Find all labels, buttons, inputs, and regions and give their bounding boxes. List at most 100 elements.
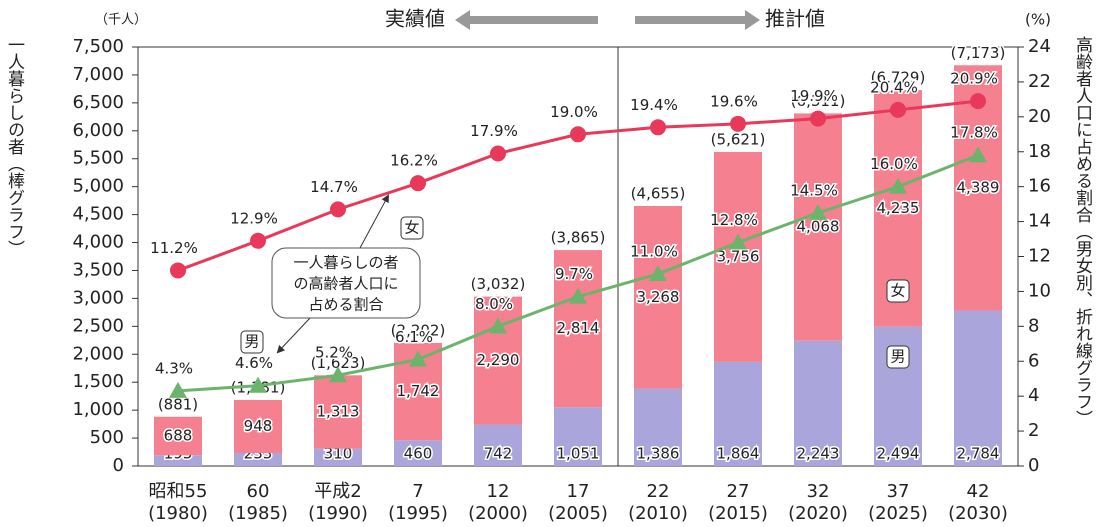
x-tick-label: 22 [647,481,670,502]
bar-value-label: 460 [404,445,433,463]
y2-unit: (%) [1025,11,1051,29]
line-value-label: 8.0% [475,295,513,313]
y-tick-label: 1,000 [72,399,124,420]
line-value-label: 16.0% [870,155,918,173]
x-tick-sublabel: (2025) [868,503,928,524]
series-tag-box [400,216,424,240]
bar-segment [154,416,202,456]
total-label: (1,623) [311,354,366,372]
line-marker [970,93,986,110]
line-marker [889,177,907,194]
line-value-label: 11.0% [630,242,678,260]
line-marker [649,264,667,281]
x-tick-label: 42 [967,481,990,502]
line-value-label: 17.8% [950,124,998,142]
line-value-label: 19.0% [550,103,598,121]
line-value-label: 19.4% [630,96,678,114]
bar-segment [314,448,362,466]
x-tick-sublabel: (2020) [788,503,848,524]
line-value-label: 12.9% [230,209,278,227]
line-marker [569,287,587,304]
total-label: (3,032) [471,275,526,293]
header-left: 実績値 [385,7,445,31]
bar-segment [234,452,282,466]
line-marker [570,126,586,143]
line-marker [249,376,267,393]
y2-tick-label: 10 [1028,280,1051,301]
line-marker [890,101,906,118]
y-tick-label: 6,500 [72,92,124,113]
arrow-right [635,10,760,30]
y2-tick-label: 14 [1028,211,1051,232]
line-value-label: 19.9% [790,87,838,105]
y2-tick-label: 4 [1028,385,1039,406]
bar-value-label: 688 [164,426,193,444]
x-tick-label: 昭和55 [149,481,208,502]
bar-segment [794,113,842,341]
line-marker [410,175,426,192]
annotation-box [271,247,421,319]
x-tick-sublabel: (1995) [388,503,448,524]
line-value-label: 20.4% [870,78,918,96]
annotation-line: 一人暮らしの者 [293,254,398,272]
y2-tick-label: 20 [1028,106,1051,127]
bar-value-label: 1,742 [397,382,440,400]
y2-label: 高齢者人口に占める割合（男女別、折れ線グラフ） [1072,36,1093,427]
x-tick-sublabel: (2030) [948,503,1008,524]
line-value-label: 19.6% [710,92,758,110]
line-marker [969,146,987,163]
line-value-label: 9.7% [555,265,593,283]
line-marker [169,381,187,398]
series-tag: 女 [890,282,905,300]
line-marker [409,350,427,367]
line-marker [170,262,186,279]
line-marker [489,317,507,334]
line-value-label: 4.6% [235,354,273,372]
y-tick-label: 6,000 [72,120,124,141]
y-tick-label: 2,000 [72,343,124,364]
bar-segment [634,388,682,466]
line-value-label: 17.9% [470,122,518,140]
bar-value-label: 2,814 [557,319,600,337]
total-label: (3,865) [551,229,606,247]
x-tick-sublabel: (2000) [468,503,528,524]
x-tick-label: 27 [727,481,750,502]
y2-tick-label: 12 [1028,246,1051,267]
x-tick-label: 37 [887,481,910,502]
line-value-label: 20.9% [950,70,998,88]
y-tick-label: 5,000 [72,176,124,197]
total-label: (881) [158,395,198,413]
series-tag-box [886,279,910,303]
series-tag-box [886,345,910,369]
series-tag-box [240,330,264,354]
line-value-label: 12.8% [710,211,758,229]
annotation: 一人暮らしの者 の高齢者人口に 占める割合 [271,194,421,354]
bar-value-label: 1,051 [557,445,600,463]
y-unit: （千人） [95,13,147,28]
y-tick-label: 4,000 [72,232,124,253]
line-value-label: 14.7% [310,178,358,196]
bar-value-label: 948 [244,417,273,435]
line-marker [329,366,347,383]
y-tick-label: 7,000 [72,64,124,85]
bar-value-label: 1,864 [717,445,760,463]
bar-segment [314,375,362,449]
y2-tick-label: 0 [1028,455,1039,476]
x-tick-label: 17 [567,481,590,502]
x-tick-sublabel: (1985) [228,503,288,524]
bar-value-label: 3,268 [637,288,680,306]
x-tick-sublabel: (1990) [308,503,368,524]
annotation-line: の高齢者人口に [293,275,398,293]
line-marker [490,145,506,162]
y-tick-label: 3,500 [72,259,124,280]
y-tick-label: 0 [113,455,124,476]
bar-value-label: 2,494 [877,445,920,463]
x-tick-label: 32 [807,481,830,502]
arrow-left [455,10,598,30]
bar-value-label: 3,756 [717,247,760,265]
bar-value-label: 2,784 [957,445,1000,463]
y-tick-label: 7,500 [72,36,124,57]
y-tick-label: 500 [90,427,124,448]
total-label: (6,311) [791,92,846,110]
